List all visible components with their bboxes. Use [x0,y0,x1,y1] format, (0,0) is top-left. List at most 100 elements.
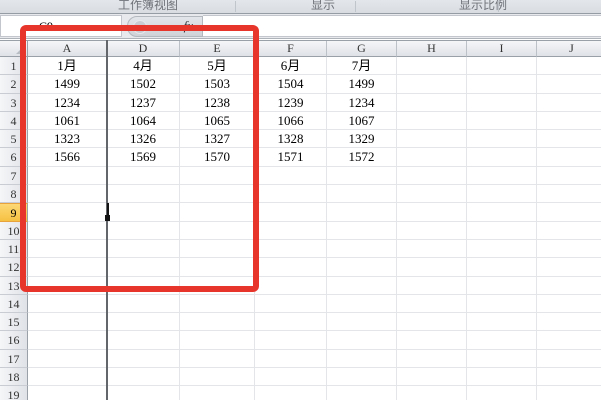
cell-D9[interactable] [107,203,180,222]
cell-E12[interactable] [180,258,255,277]
cell-E15[interactable] [180,313,255,332]
cell-F11[interactable] [255,239,327,259]
cell-I15[interactable] [467,313,537,332]
cell-F2[interactable]: 1504 [255,75,327,94]
cell-A7[interactable] [28,166,107,186]
cell-F15[interactable] [255,313,327,332]
cell-J3[interactable] [537,93,601,112]
cell-E14[interactable] [180,294,255,314]
cell-H18[interactable] [397,368,467,387]
cell-F4[interactable]: 1066 [255,111,327,131]
cell-D7[interactable] [107,166,180,186]
cell-A5[interactable]: 1323 [28,130,107,149]
cell-H2[interactable] [397,75,467,94]
cell-E11[interactable] [180,239,255,259]
cell-J16[interactable] [537,331,601,350]
cell-D13[interactable] [107,276,180,295]
cell-G19[interactable] [327,386,397,400]
column-header-I[interactable]: I [467,41,537,57]
row-header-3[interactable]: 3 [0,93,28,112]
cell-D4[interactable]: 1064 [107,111,180,131]
cell-H8[interactable] [397,185,467,204]
cell-H15[interactable] [397,313,467,332]
cell-G8[interactable] [327,185,397,204]
cell-H9[interactable] [397,203,467,222]
cell-F14[interactable] [255,294,327,314]
cell-D2[interactable]: 1502 [107,75,180,94]
cell-A14[interactable] [28,294,107,314]
cell-G12[interactable] [327,258,397,277]
row-header-1[interactable]: 1 [0,57,28,76]
cell-H7[interactable] [397,166,467,186]
column-header-E[interactable]: E [180,41,255,57]
cell-J18[interactable] [537,368,601,387]
cell-E4[interactable]: 1065 [180,111,255,131]
cell-A6[interactable]: 1566 [28,148,107,167]
cell-E10[interactable] [180,221,255,240]
cell-D15[interactable] [107,313,180,332]
cell-I1[interactable] [467,57,537,76]
cell-E18[interactable] [180,368,255,387]
cell-H3[interactable] [397,93,467,112]
name-box-dropdown-icon[interactable] [117,25,124,27]
row-header-6[interactable]: 6 [0,148,28,167]
cell-E1[interactable]: 5月 [180,57,255,76]
cell-I3[interactable] [467,93,537,112]
cell-H16[interactable] [397,331,467,350]
cell-G2[interactable]: 1499 [327,75,397,94]
name-box[interactable]: C9 [0,15,122,37]
cell-G13[interactable] [327,276,397,295]
cell-H6[interactable] [397,148,467,167]
cell-J6[interactable] [537,148,601,167]
cell-F6[interactable]: 1571 [255,148,327,167]
cell-E19[interactable] [180,386,255,400]
cell-G1[interactable]: 7月 [327,57,397,76]
cell-F8[interactable] [255,185,327,204]
insert-function-icon[interactable]: fx [183,18,193,33]
cell-A1[interactable]: 1月 [28,57,107,76]
row-header-4[interactable]: 4 [0,111,28,131]
cell-H14[interactable] [397,294,467,314]
cell-A16[interactable] [28,331,107,350]
cell-D11[interactable] [107,239,180,259]
cell-H19[interactable] [397,386,467,400]
cell-H1[interactable] [397,57,467,76]
cell-I13[interactable] [467,276,537,295]
cell-I9[interactable] [467,203,537,222]
cell-J5[interactable] [537,130,601,149]
cell-E3[interactable]: 1238 [180,93,255,112]
column-header-D[interactable]: D [107,41,180,57]
cell-A4[interactable]: 1061 [28,111,107,131]
cell-J9[interactable] [537,203,601,222]
cell-J14[interactable] [537,294,601,314]
cell-D16[interactable] [107,331,180,350]
row-header-11[interactable]: 11 [0,239,28,259]
column-header-J[interactable]: J [537,41,601,57]
cell-I16[interactable] [467,331,537,350]
cell-F9[interactable] [255,203,327,222]
cell-F10[interactable] [255,221,327,240]
cell-D14[interactable] [107,294,180,314]
cell-F3[interactable]: 1239 [255,93,327,112]
cell-D5[interactable]: 1326 [107,130,180,149]
cell-D19[interactable] [107,386,180,400]
cell-G15[interactable] [327,313,397,332]
cell-E7[interactable] [180,166,255,186]
row-header-18[interactable]: 18 [0,368,28,387]
ribbon-group-workbook-views[interactable]: 工作簿视图 [117,0,179,12]
cell-G10[interactable] [327,221,397,240]
row-header-15[interactable]: 15 [0,313,28,332]
cell-J19[interactable] [537,386,601,400]
row-header-19[interactable]: 19 [0,386,28,400]
cell-J13[interactable] [537,276,601,295]
ribbon-group-show[interactable]: 显示 [310,0,336,12]
row-header-7[interactable]: 7 [0,166,28,186]
column-header-H[interactable]: H [397,41,467,57]
cell-D6[interactable]: 1569 [107,148,180,167]
cell-D3[interactable]: 1237 [107,93,180,112]
cell-H12[interactable] [397,258,467,277]
cell-G6[interactable]: 1572 [327,148,397,167]
cell-I6[interactable] [467,148,537,167]
cell-J15[interactable] [537,313,601,332]
cell-E9[interactable] [180,203,255,222]
